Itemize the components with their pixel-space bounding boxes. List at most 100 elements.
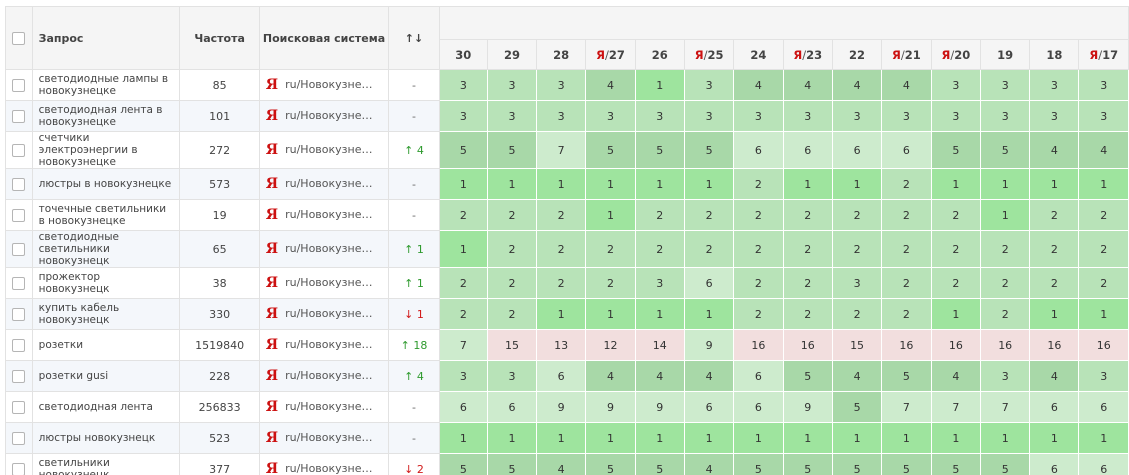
position-cell[interactable]: 3 bbox=[634, 267, 685, 299]
position-cell[interactable]: 3 bbox=[683, 100, 735, 132]
position-cell[interactable]: 3 bbox=[782, 100, 833, 132]
position-cell[interactable]: 3 bbox=[438, 69, 488, 101]
position-cell[interactable]: 1 bbox=[486, 422, 538, 454]
row-checkbox[interactable] bbox=[12, 307, 26, 321]
position-cell[interactable]: 2 bbox=[486, 298, 538, 330]
position-cell[interactable]: 4 bbox=[634, 360, 685, 392]
position-cell[interactable]: 1 bbox=[634, 69, 685, 101]
query-cell[interactable]: светодиодные лампы в новокузнецке bbox=[31, 69, 181, 101]
row-checkbox[interactable] bbox=[12, 143, 26, 157]
position-cell[interactable]: 2 bbox=[585, 267, 636, 299]
position-cell[interactable]: 4 bbox=[585, 360, 636, 392]
row-checkbox[interactable] bbox=[12, 109, 26, 123]
position-cell[interactable]: 6 bbox=[1029, 453, 1080, 475]
position-cell[interactable]: 7 bbox=[438, 329, 488, 361]
position-cell[interactable]: 2 bbox=[980, 230, 1031, 268]
position-cell[interactable]: 2 bbox=[1029, 230, 1080, 268]
position-cell[interactable]: 6 bbox=[831, 131, 883, 169]
position-cell[interactable]: 5 bbox=[585, 453, 636, 475]
date-column-header[interactable]: 30 bbox=[438, 39, 488, 70]
query-cell[interactable]: счетчики электроэнергии в новокузнецке bbox=[31, 131, 181, 169]
position-cell[interactable]: 2 bbox=[634, 199, 685, 231]
position-cell[interactable]: 3 bbox=[881, 100, 932, 132]
position-cell[interactable]: 1 bbox=[1029, 422, 1080, 454]
position-cell[interactable]: 3 bbox=[930, 100, 982, 132]
position-cell[interactable]: 3 bbox=[486, 69, 538, 101]
position-cell[interactable]: 16 bbox=[1078, 329, 1129, 361]
position-cell[interactable]: 1 bbox=[585, 199, 636, 231]
position-cell[interactable]: 3 bbox=[831, 100, 883, 132]
row-checkbox[interactable] bbox=[12, 400, 26, 414]
position-cell[interactable]: 1 bbox=[930, 422, 982, 454]
position-cell[interactable]: 4 bbox=[881, 69, 932, 101]
position-cell[interactable]: 2 bbox=[881, 267, 932, 299]
row-checkbox[interactable] bbox=[12, 462, 26, 475]
position-cell[interactable]: 5 bbox=[782, 360, 833, 392]
position-cell[interactable]: 1 bbox=[683, 298, 735, 330]
position-cell[interactable]: 2 bbox=[782, 230, 833, 268]
row-checkbox[interactable] bbox=[12, 177, 26, 191]
position-cell[interactable]: 3 bbox=[486, 100, 538, 132]
position-cell[interactable]: 3 bbox=[1078, 69, 1129, 101]
position-cell[interactable]: 2 bbox=[1078, 230, 1129, 268]
position-cell[interactable]: 4 bbox=[683, 360, 735, 392]
position-cell[interactable]: 2 bbox=[782, 298, 833, 330]
row-checkbox-cell[interactable] bbox=[5, 131, 33, 169]
position-cell[interactable]: 1 bbox=[881, 422, 932, 454]
position-cell[interactable]: 1 bbox=[930, 168, 982, 200]
query-cell[interactable]: люстры новокузнецк bbox=[31, 422, 181, 454]
row-checkbox[interactable] bbox=[12, 431, 26, 445]
position-cell[interactable]: 3 bbox=[980, 360, 1031, 392]
position-cell[interactable]: 3 bbox=[683, 69, 735, 101]
position-cell[interactable]: 2 bbox=[930, 267, 982, 299]
position-cell[interactable]: 2 bbox=[486, 199, 538, 231]
position-cell[interactable]: 2 bbox=[881, 298, 932, 330]
row-checkbox[interactable] bbox=[12, 78, 26, 92]
date-column-header[interactable]: 22 bbox=[831, 39, 883, 70]
query-cell[interactable]: светодиодные светильники новокузнецк bbox=[31, 230, 181, 268]
position-cell[interactable]: 1 bbox=[782, 422, 833, 454]
position-cell[interactable]: 1 bbox=[980, 168, 1031, 200]
position-cell[interactable]: 2 bbox=[733, 267, 784, 299]
row-checkbox-cell[interactable] bbox=[5, 360, 33, 392]
date-column-header[interactable]: Я/25 bbox=[683, 39, 735, 70]
position-cell[interactable]: 1 bbox=[634, 298, 685, 330]
position-cell[interactable]: 14 bbox=[634, 329, 685, 361]
position-cell[interactable]: 9 bbox=[782, 391, 833, 423]
position-cell[interactable]: 2 bbox=[1029, 199, 1080, 231]
position-cell[interactable]: 6 bbox=[1078, 391, 1129, 423]
position-cell[interactable]: 4 bbox=[733, 69, 784, 101]
position-cell[interactable]: 5 bbox=[930, 131, 982, 169]
position-cell[interactable]: 1 bbox=[831, 168, 883, 200]
query-cell[interactable]: точечные светильники в новокузнецке bbox=[31, 199, 181, 231]
position-cell[interactable]: 7 bbox=[930, 391, 982, 423]
position-cell[interactable]: 16 bbox=[980, 329, 1031, 361]
position-cell[interactable]: 15 bbox=[831, 329, 883, 361]
column-search-engine-header[interactable]: Поисковая система bbox=[258, 6, 390, 70]
position-cell[interactable]: 2 bbox=[881, 199, 932, 231]
row-checkbox-cell[interactable] bbox=[5, 230, 33, 268]
date-column-header[interactable]: 28 bbox=[536, 39, 587, 70]
position-cell[interactable]: 9 bbox=[683, 329, 735, 361]
position-cell[interactable]: 1 bbox=[585, 422, 636, 454]
position-cell[interactable]: 2 bbox=[831, 298, 883, 330]
date-column-header[interactable]: 19 bbox=[980, 39, 1031, 70]
row-checkbox-cell[interactable] bbox=[5, 391, 33, 423]
position-cell[interactable]: 2 bbox=[438, 199, 488, 231]
position-cell[interactable]: 2 bbox=[782, 199, 833, 231]
position-cell[interactable]: 13 bbox=[536, 329, 587, 361]
position-cell[interactable]: 7 bbox=[980, 391, 1031, 423]
query-cell[interactable]: светодиодная лента в новокузнецке bbox=[31, 100, 181, 132]
date-column-header[interactable]: Я/21 bbox=[881, 39, 932, 70]
position-cell[interactable]: 1 bbox=[683, 168, 735, 200]
position-cell[interactable]: 2 bbox=[930, 230, 982, 268]
position-cell[interactable]: 2 bbox=[585, 230, 636, 268]
column-change-header[interactable]: ↑↓ bbox=[388, 6, 440, 70]
position-cell[interactable]: 16 bbox=[782, 329, 833, 361]
position-cell[interactable]: 4 bbox=[536, 453, 587, 475]
position-cell[interactable]: 5 bbox=[634, 453, 685, 475]
query-cell[interactable]: розетки gusi bbox=[31, 360, 181, 392]
